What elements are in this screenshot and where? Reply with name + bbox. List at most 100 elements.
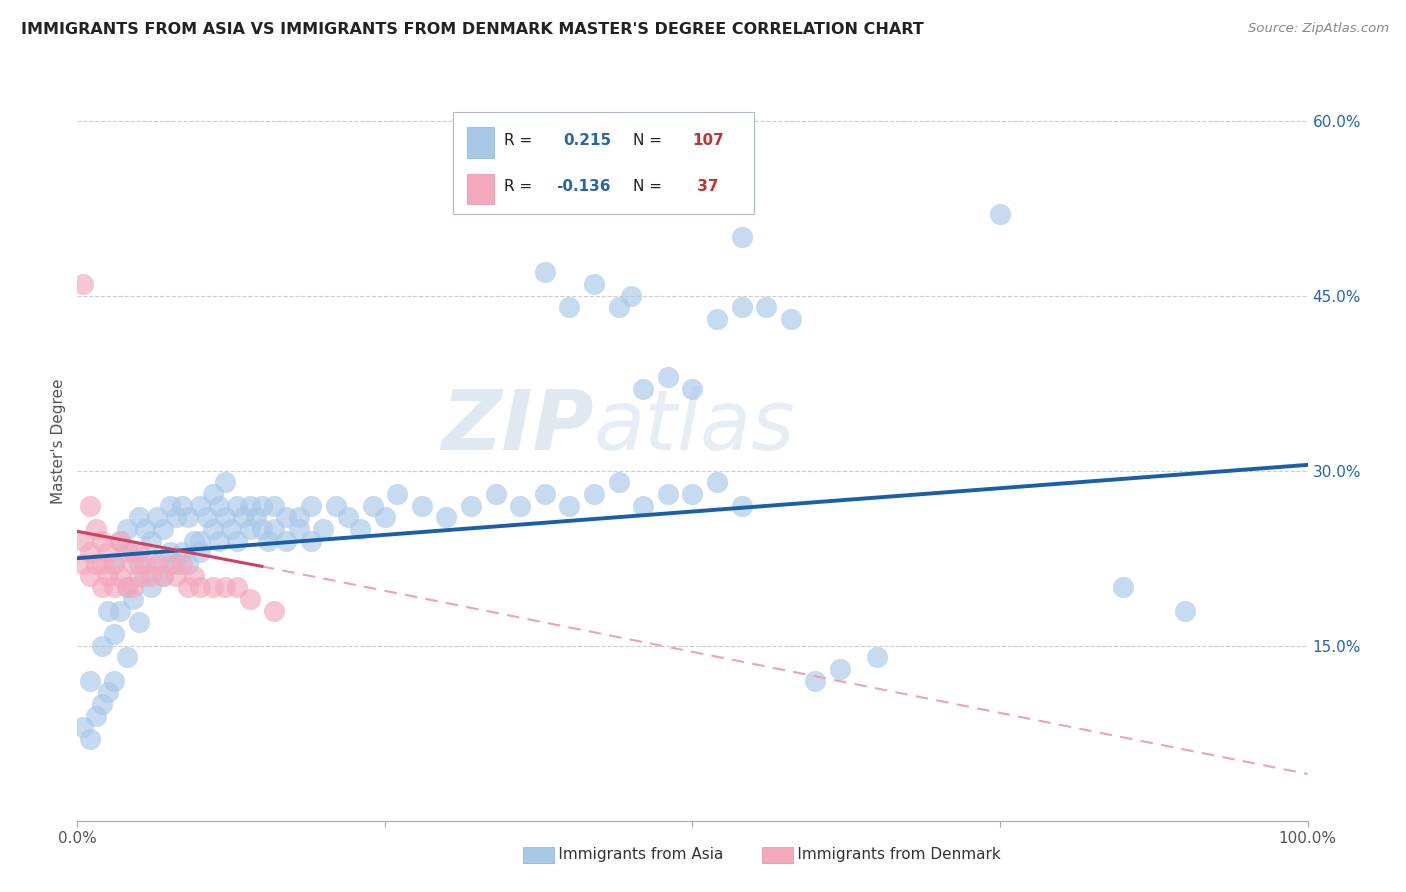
Point — [165, 568, 187, 582]
Point — [110, 604, 132, 618]
Point — [607, 301, 630, 315]
Point — [214, 475, 236, 490]
Point — [1174, 604, 1197, 618]
Point — [128, 568, 150, 582]
Point — [79, 499, 101, 513]
Point — [103, 557, 125, 571]
Point — [141, 568, 163, 582]
Text: R =: R = — [505, 133, 537, 148]
Point — [558, 499, 581, 513]
Point — [583, 487, 606, 501]
Point — [103, 673, 125, 688]
Point — [460, 499, 482, 513]
Point — [72, 533, 94, 548]
Point — [141, 580, 163, 594]
Text: R =: R = — [505, 179, 537, 194]
Point — [177, 580, 200, 594]
Point — [183, 568, 205, 582]
Point — [84, 557, 107, 571]
Point — [226, 580, 249, 594]
Point — [239, 522, 262, 536]
Point — [208, 499, 231, 513]
Point — [121, 545, 143, 559]
Point — [177, 510, 200, 524]
Point — [534, 265, 557, 279]
Point — [633, 382, 655, 396]
Point — [84, 522, 107, 536]
Point — [84, 708, 107, 723]
Point — [183, 533, 205, 548]
Point — [97, 604, 120, 618]
Point — [385, 487, 409, 501]
Y-axis label: Master's Degree: Master's Degree — [51, 379, 66, 504]
Point — [115, 580, 138, 594]
Point — [276, 510, 298, 524]
Point — [219, 522, 242, 536]
Point — [232, 510, 254, 524]
Point — [146, 557, 169, 571]
Point — [250, 499, 273, 513]
Point — [90, 557, 114, 571]
Point — [682, 382, 704, 396]
Point — [201, 487, 224, 501]
Point — [72, 720, 94, 734]
Point — [115, 580, 138, 594]
Point — [755, 301, 778, 315]
Point — [134, 568, 156, 582]
Point — [115, 650, 138, 665]
Point — [299, 499, 322, 513]
Bar — [467, 174, 495, 204]
Point — [201, 580, 224, 594]
Point — [121, 580, 143, 594]
Point — [226, 499, 249, 513]
Point — [134, 557, 156, 571]
Text: Source: ZipAtlas.com: Source: ZipAtlas.com — [1249, 22, 1389, 36]
Point — [170, 499, 193, 513]
Point — [128, 557, 150, 571]
Point — [276, 533, 298, 548]
Point — [90, 697, 114, 711]
Point — [170, 557, 193, 571]
Point — [485, 487, 508, 501]
Point — [177, 557, 200, 571]
Text: 0.215: 0.215 — [564, 133, 612, 148]
Point — [657, 487, 679, 501]
Point — [110, 533, 132, 548]
Point — [128, 545, 150, 559]
Point — [97, 685, 120, 699]
Point — [79, 545, 101, 559]
Point — [534, 487, 557, 501]
Point — [115, 522, 138, 536]
Point — [988, 207, 1011, 221]
Point — [188, 580, 212, 594]
Point — [170, 545, 193, 559]
Bar — [467, 128, 495, 158]
Text: N =: N = — [634, 133, 668, 148]
Point — [607, 475, 630, 490]
Text: Immigrants from Asia: Immigrants from Asia — [534, 847, 724, 862]
Point — [682, 487, 704, 501]
Point — [103, 580, 125, 594]
Point — [731, 499, 754, 513]
Point — [214, 510, 236, 524]
Point — [165, 510, 187, 524]
Point — [731, 230, 754, 244]
Point — [288, 510, 311, 524]
Point — [706, 312, 728, 326]
Point — [436, 510, 458, 524]
Point — [79, 673, 101, 688]
Point — [159, 557, 181, 571]
Point — [141, 533, 163, 548]
Point — [509, 499, 531, 513]
Point — [263, 522, 285, 536]
Text: Immigrants from Denmark: Immigrants from Denmark — [773, 847, 1001, 862]
Point — [633, 499, 655, 513]
Point — [152, 522, 174, 536]
Point — [121, 557, 143, 571]
Point — [411, 499, 433, 513]
Point — [780, 312, 803, 326]
Point — [152, 568, 174, 582]
Point — [152, 568, 174, 582]
Point — [90, 639, 114, 653]
Point — [72, 557, 94, 571]
